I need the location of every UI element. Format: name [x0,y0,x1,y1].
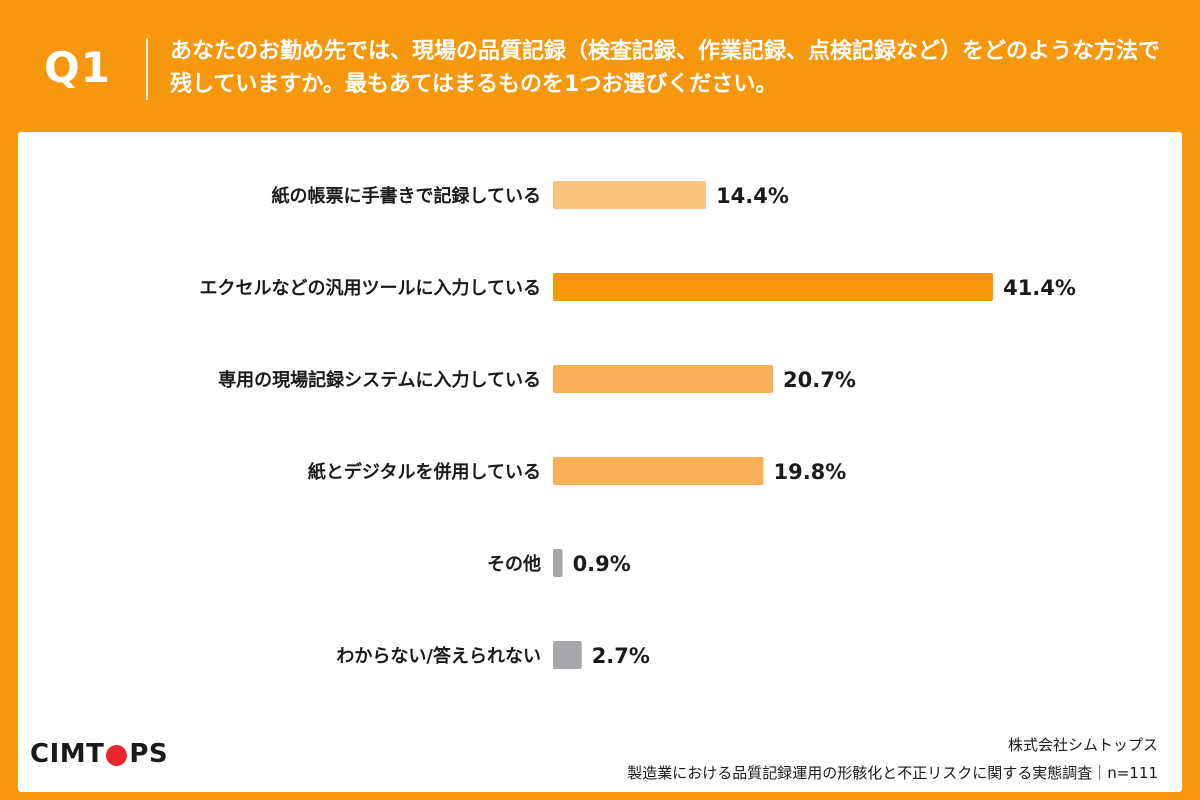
chart-panel: 紙の帳票に手書きで記録している 14.4% エクセルなどの汎用ツールに入力している 4… [18,132,1182,792]
value-label: 41.4% [1003,276,1076,300]
question-number: Q1 [44,43,111,92]
bar-chart: 紙の帳票に手書きで記録している 14.4% エクセルなどの汎用ツールに入力している 4… [200,181,1076,669]
question-text: あなたのお勤め先では、現場の品質記録（検査記録、作業記録、点検記録など）をどのよ… [170,39,1161,97]
bar [553,457,764,485]
value-label: 19.8% [773,460,846,484]
logo-red-dot-icon [106,744,128,766]
category-label: 紙の帳票に手書きで記録している [272,185,541,207]
logo-text-cimt: CIMT [30,739,105,769]
value-label: 2.7% [592,644,650,668]
bar [553,641,582,669]
bar [553,181,707,209]
category-label: エクセルなどの汎用ツールに入力している [200,277,541,299]
category-label: わからない/答えられない [336,645,541,667]
category-label: 専用の現場記録システムに入力している [218,369,541,391]
bar [553,549,563,577]
bar [553,273,994,301]
value-label: 14.4% [716,184,789,208]
question-header: Q1 あなたのお勤め先では、現場の品質記録（検査記録、作業記録、点検記録など）を… [0,0,1200,132]
value-label: 0.9% [573,552,631,576]
category-label: 紙とデジタルを併用している [308,461,541,483]
bar [553,365,774,393]
footer: CIMT PS 株式会社シムトップス 製造業における品質記録運用の形骸化と不正リス… [18,722,1182,792]
survey-credit: 製造業における品質記録運用の形骸化と不正リスクに関する実態調査｜n=111 [627,764,1158,782]
header-divider [146,38,148,100]
cimtops-logo: CIMT PS [30,734,168,774]
category-label: その他 [487,553,541,575]
logo-text-ps: PS [129,739,169,769]
value-label: 20.7% [783,368,856,392]
company-credit: 株式会社シムトップス [1007,736,1158,754]
